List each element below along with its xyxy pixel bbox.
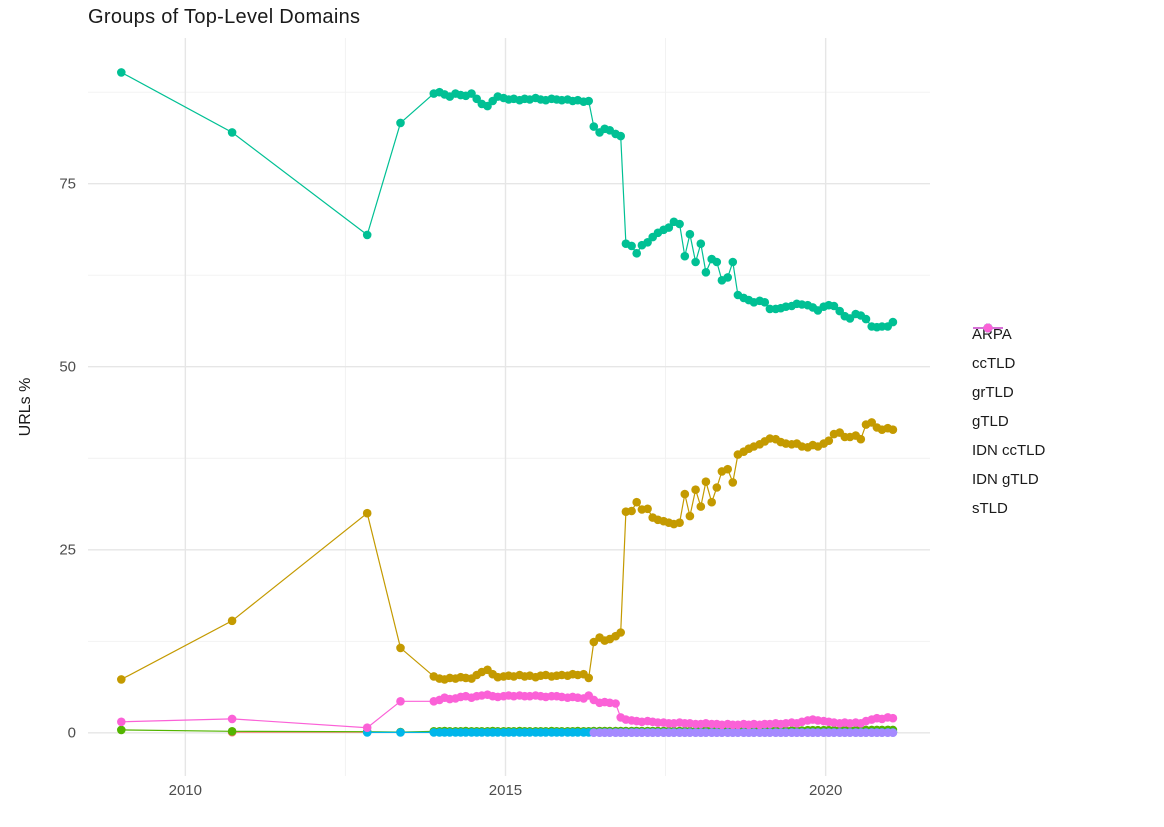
data-point xyxy=(227,727,237,736)
data-point xyxy=(117,675,126,684)
data-point xyxy=(707,497,716,507)
legend-label: IDN ccTLD xyxy=(972,442,1046,459)
data-point xyxy=(888,317,898,327)
data-point xyxy=(696,239,706,248)
x-tick-label: 2020 xyxy=(808,782,843,799)
y-tick-label: 50 xyxy=(59,358,76,376)
data-point xyxy=(701,268,711,277)
data-point xyxy=(691,485,700,495)
data-point xyxy=(723,464,732,474)
data-point xyxy=(227,128,237,137)
y-tick-label: 75 xyxy=(59,175,76,193)
legend-item-idn-cctld: IDN ccTLD xyxy=(972,323,1046,465)
data-point xyxy=(680,489,690,499)
data-point xyxy=(861,314,871,324)
data-point xyxy=(675,219,684,229)
data-point xyxy=(396,118,405,128)
data-point xyxy=(643,504,652,514)
data-point xyxy=(856,434,866,444)
data-point xyxy=(589,122,599,131)
legend-item-grtld: grTLD xyxy=(972,323,1045,407)
legend-key-icon xyxy=(973,323,1003,333)
series-line xyxy=(121,71,894,328)
y-tick-label: 0 xyxy=(67,724,76,742)
data-point xyxy=(627,241,636,251)
data-point xyxy=(728,478,738,487)
series-stld xyxy=(117,690,898,732)
x-tick-label: 2010 xyxy=(168,782,202,799)
data-point xyxy=(728,257,738,267)
data-point xyxy=(691,257,700,267)
data-point xyxy=(680,251,690,261)
data-point xyxy=(824,436,834,446)
data-point xyxy=(712,257,722,267)
data-point xyxy=(888,728,898,737)
chart-title: Groups of Top-Level Domains xyxy=(88,6,361,28)
y-tick-label: 25 xyxy=(59,541,76,559)
data-point xyxy=(616,628,625,637)
data-point xyxy=(362,230,372,240)
data-point xyxy=(362,723,372,732)
legend-item-cctld: ccTLD xyxy=(972,323,1045,378)
data-point xyxy=(888,713,898,723)
data-point xyxy=(627,506,636,516)
data-point xyxy=(362,508,372,518)
data-point xyxy=(685,229,695,239)
data-point xyxy=(712,483,722,492)
data-point xyxy=(632,497,641,507)
legend-item-idn-gtld: IDN gTLD xyxy=(972,323,1045,494)
data-point xyxy=(611,699,620,708)
data-point xyxy=(632,249,641,258)
y-axis-title: URLs % xyxy=(17,377,34,437)
legend-item-gtld: gTLD xyxy=(972,323,1045,436)
data-point xyxy=(685,511,695,521)
data-point xyxy=(675,518,684,527)
data-point xyxy=(664,223,674,232)
data-point xyxy=(117,68,126,77)
data-point xyxy=(701,477,711,487)
data-point xyxy=(227,616,237,626)
series-gtld xyxy=(117,68,898,332)
data-point xyxy=(396,643,405,653)
data-point xyxy=(117,725,126,735)
data-point xyxy=(584,673,593,683)
data-point xyxy=(227,714,237,724)
data-point xyxy=(760,298,770,307)
data-point xyxy=(396,697,405,706)
legend-label: gTLD xyxy=(972,413,1009,430)
legend-label: grTLD xyxy=(972,384,1014,401)
legend-label: sTLD xyxy=(972,500,1008,517)
data-point xyxy=(888,425,898,435)
legend-label: ARPA xyxy=(972,326,1012,343)
series-idn-gtld xyxy=(589,728,898,737)
x-tick-label: 2015 xyxy=(488,782,523,799)
legend-label: ccTLD xyxy=(972,355,1016,372)
data-point xyxy=(723,273,732,282)
data-point xyxy=(117,717,126,727)
data-point xyxy=(396,728,405,737)
data-point xyxy=(584,96,593,106)
data-point xyxy=(829,301,839,311)
data-point xyxy=(616,131,625,141)
legend: ARPA ccTLD grTLD gTLD IDN ccTLD IDN gTLD sTLD xyxy=(972,320,1045,523)
data-point xyxy=(696,502,706,511)
legend-item-stld: sTLD xyxy=(972,323,1045,523)
data-point xyxy=(467,89,476,98)
legend-label: IDN gTLD xyxy=(972,471,1039,488)
series-cctld xyxy=(117,418,898,684)
